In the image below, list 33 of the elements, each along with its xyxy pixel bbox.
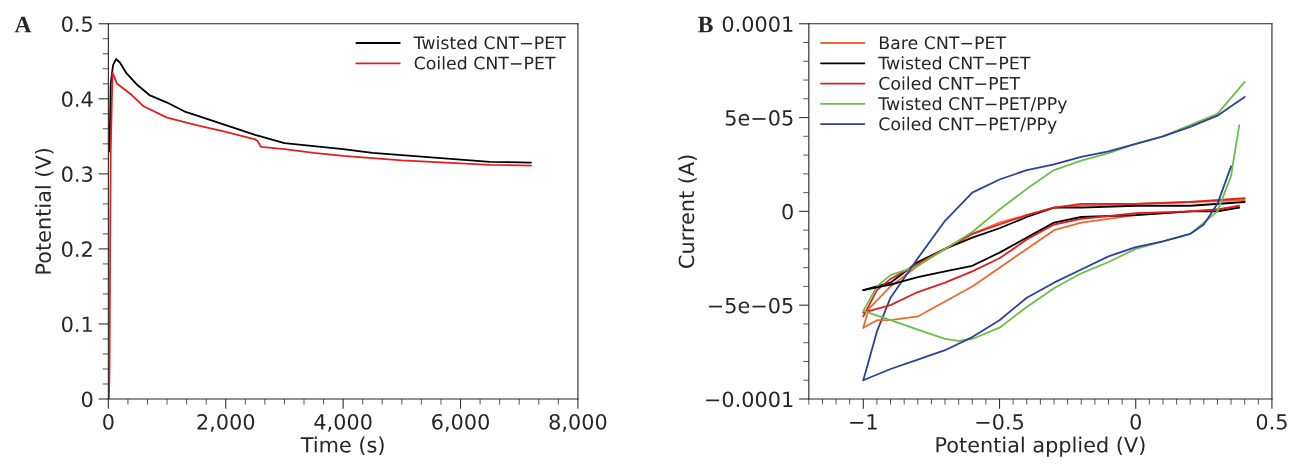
y-axis-title: Current (A): [678, 155, 697, 268]
y-tick-label: 0.4: [62, 91, 93, 108]
legend-label: Bare CNT−PET: [879, 36, 1007, 50]
y-tick-label: 0.5: [62, 16, 92, 32]
x-tick-label: 0: [1130, 413, 1141, 430]
y-tick-label: 5e−05: [725, 110, 793, 126]
legend-label: Twisted CNT−PET: [878, 56, 1031, 70]
legend-label: Coiled CNT−PET: [879, 76, 1021, 90]
x-tick-label: −0.5: [976, 413, 1023, 430]
legend-label: Twisted CNT−PET: [413, 35, 566, 50]
chart-title: B: [698, 16, 713, 33]
y-tick-label: 0: [782, 203, 793, 220]
legend-label: Coiled CNT−PET/PPy: [879, 117, 1057, 134]
x-tick-label: −1: [850, 414, 877, 430]
x-axis-title: Potential applied (V): [936, 436, 1145, 457]
y-axis-title: Potential (V): [34, 148, 54, 274]
x-tick-label: 0.5: [1256, 413, 1287, 430]
x-tick-label: 2,000: [197, 413, 255, 432]
x-tick-label: 8,000: [549, 413, 607, 432]
chart-title: A: [14, 16, 32, 33]
legend-label: Coiled CNT−PET: [414, 56, 556, 70]
x-tick-label: 0: [103, 413, 114, 430]
y-tick-label: 0.2: [62, 241, 92, 258]
x-tick-label: 6,000: [432, 413, 489, 432]
y-tick-label: 0.0001: [722, 16, 793, 32]
y-tick-label: −5e−05: [708, 297, 793, 314]
y-tick-label: −0.0001: [706, 391, 793, 408]
y-tick-label: 0.1: [62, 316, 92, 333]
y-tick-label: 0: [81, 391, 93, 408]
legend-label: Twisted CNT−PET/PPy: [878, 96, 1067, 114]
x-tick-label: 4,000: [314, 413, 372, 432]
y-tick-label: 0.3: [62, 166, 93, 183]
x-axis-title: Time (s): [300, 436, 384, 456]
